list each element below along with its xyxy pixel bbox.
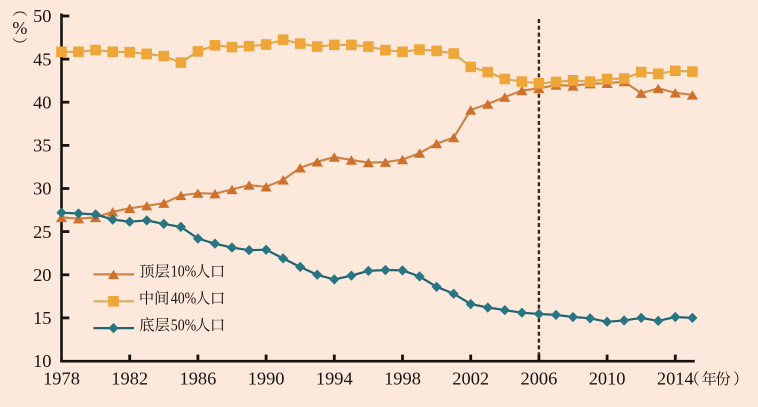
svg-text:10%: 10% <box>171 262 197 281</box>
svg-text:2010: 2010 <box>589 369 626 389</box>
svg-text:2006: 2006 <box>521 369 558 389</box>
svg-text:40: 40 <box>33 93 51 113</box>
svg-text:50%: 50% <box>171 315 197 334</box>
svg-text:30: 30 <box>33 179 51 199</box>
svg-text:35: 35 <box>33 136 51 156</box>
svg-text:45: 45 <box>33 49 51 69</box>
svg-text:40%: 40% <box>171 289 197 308</box>
svg-text:%: % <box>12 18 27 38</box>
svg-text:1986: 1986 <box>180 369 217 389</box>
svg-text:15: 15 <box>33 308 51 328</box>
svg-text:2002: 2002 <box>452 369 489 389</box>
svg-text:1978: 1978 <box>43 369 80 389</box>
svg-text:1994: 1994 <box>316 369 353 389</box>
svg-text:25: 25 <box>33 222 51 242</box>
svg-text:1990: 1990 <box>248 369 285 389</box>
svg-text:1982: 1982 <box>111 369 148 389</box>
svg-text:50: 50 <box>33 6 51 26</box>
svg-text:2014: 2014 <box>657 369 694 389</box>
svg-text:10: 10 <box>33 351 51 371</box>
svg-text:20: 20 <box>33 265 51 285</box>
svg-text:1998: 1998 <box>384 369 421 389</box>
